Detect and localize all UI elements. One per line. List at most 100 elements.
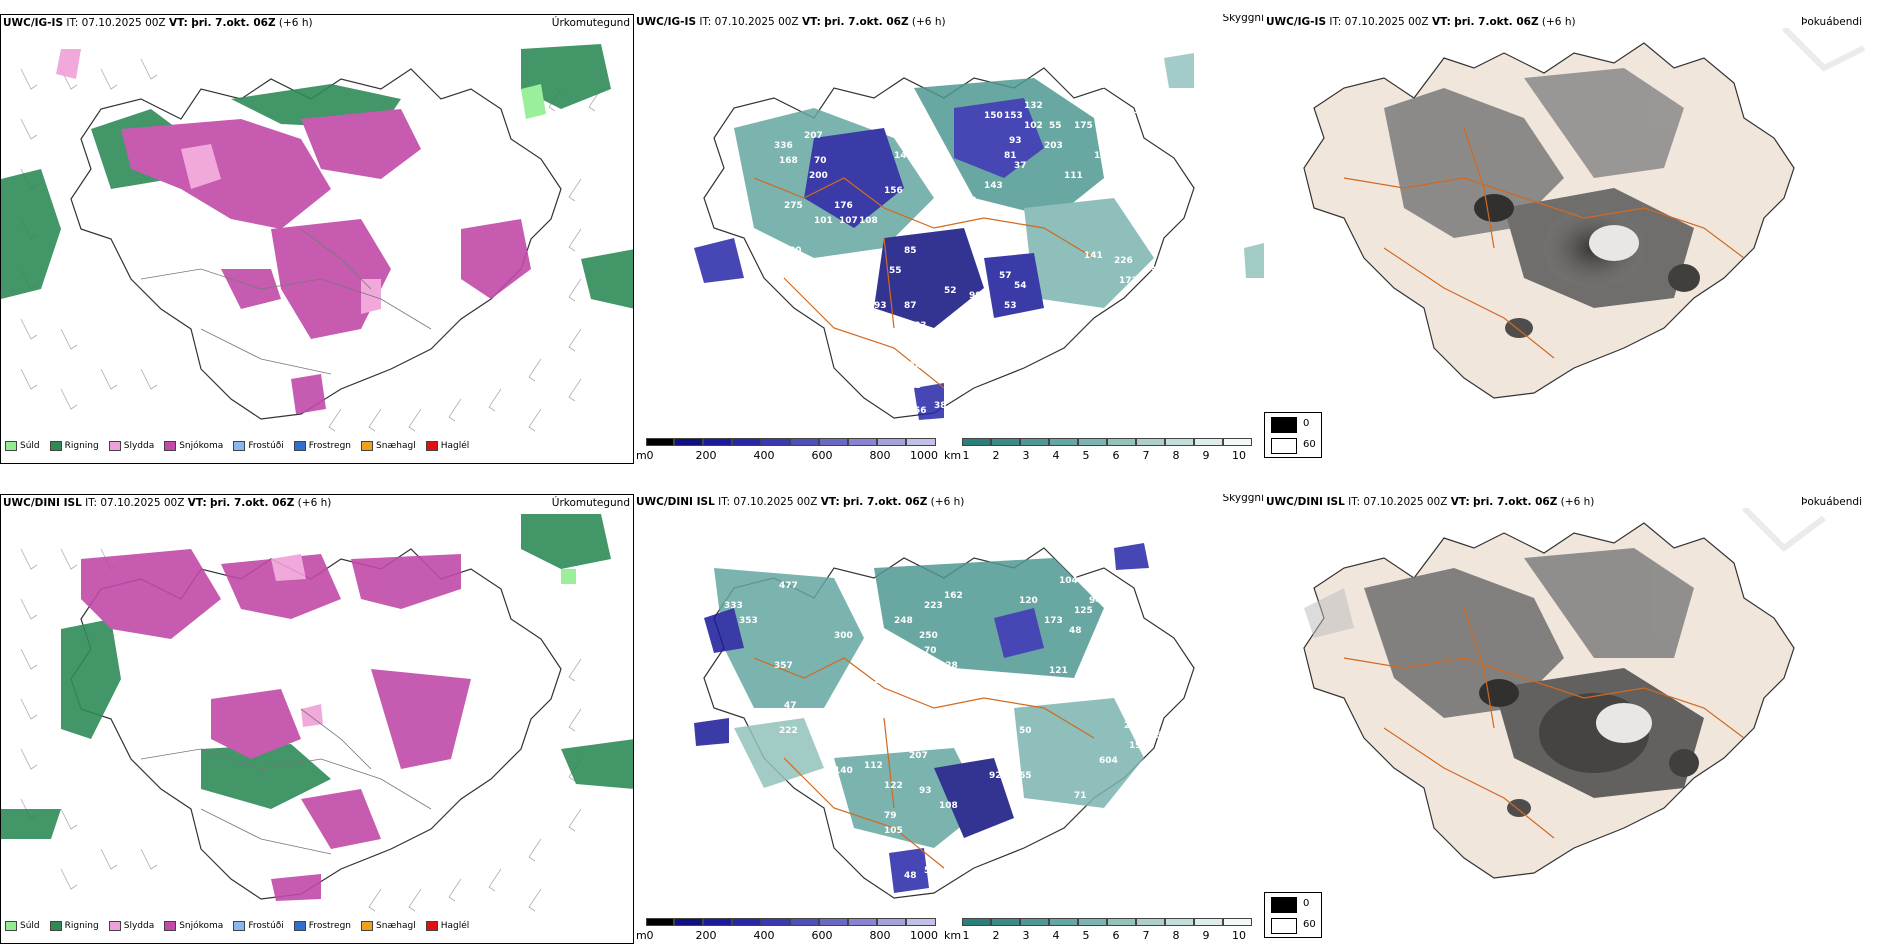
svg-text:168: 168 — [779, 156, 798, 166]
legend-item-hagel: Haglél — [425, 921, 476, 931]
legend-swatch — [293, 441, 306, 451]
svg-text:108: 108 — [939, 801, 958, 811]
svg-text:250: 250 — [919, 631, 938, 641]
colorbar-segment — [761, 918, 790, 926]
svg-text:50: 50 — [1119, 596, 1132, 606]
colorbar-segment — [1194, 918, 1223, 926]
svg-text:62: 62 — [934, 731, 947, 741]
colorbar-segment — [674, 438, 703, 446]
panel-header: UWC/IG-IS IT: 07.10.2025 00Z VT: þri. 7.… — [636, 16, 946, 28]
cloudbase-colorbar: m 0 200 400 600 800 1000 — [636, 438, 938, 462]
legend-item-sul: Súld — [5, 441, 46, 451]
colorbar-segment — [1078, 918, 1107, 926]
svg-text:141: 141 — [894, 151, 913, 161]
svg-text:50: 50 — [1019, 726, 1032, 736]
svg-text:74: 74 — [909, 361, 922, 371]
fog-index-panel-row1: UWC/IG-IS IT: 07.10.2025 00Z VT: þri. 7.… — [1264, 14, 1900, 464]
svg-text:70: 70 — [814, 156, 827, 166]
svg-text:226: 226 — [1114, 256, 1133, 266]
svg-text:50: 50 — [924, 866, 937, 876]
legend-swatch — [425, 921, 438, 931]
colorbar-segment — [819, 918, 848, 926]
fog-index-map — [1303, 28, 1866, 399]
panel-header: UWC/DINI ISL IT: 07.10.2025 00Z VT: þri.… — [636, 496, 965, 508]
colorbar-tick: 1000 — [910, 449, 938, 462]
svg-text:125: 125 — [1074, 606, 1093, 616]
fog-index-panel-row2: UWC/DINI ISL IT: 07.10.2025 00Z VT: þri.… — [1264, 494, 1900, 944]
cloudbase-unit: m — [636, 929, 647, 942]
cloud-visibility-map: 253 196 150 153 132 110 207 336 168 70 200 141 10… — [694, 53, 1264, 420]
legend-item-frostudi: Frostúði — [233, 921, 289, 931]
fog-legend-swatch — [1271, 918, 1297, 934]
colorbar-segment — [790, 438, 819, 446]
colorbar-segment — [732, 918, 761, 926]
legend-swatch — [361, 441, 374, 451]
svg-text:222: 222 — [779, 726, 798, 736]
svg-text:66: 66 — [874, 741, 887, 751]
colorbar-segment — [790, 918, 819, 926]
svg-text:99: 99 — [929, 181, 942, 191]
panel-title: Þokuábendi — [1801, 16, 1862, 28]
svg-text:162: 162 — [944, 591, 963, 601]
svg-text:80: 80 — [789, 246, 802, 256]
legend-item-snjokoma: Snjókoma — [164, 441, 229, 451]
colorbar-segment — [674, 918, 703, 926]
legend-item-slydda: Slydda — [108, 921, 160, 931]
svg-text:107: 107 — [839, 216, 858, 226]
panel-title: Úrkomutegund — [551, 497, 630, 509]
svg-text:101: 101 — [814, 216, 833, 226]
svg-text:604: 604 — [1099, 756, 1118, 766]
svg-text:176: 176 — [834, 201, 853, 211]
svg-text:105: 105 — [884, 826, 903, 836]
svg-text:30: 30 — [1044, 696, 1057, 706]
colorbar-segment — [732, 438, 761, 446]
fog-legend-label: 60 — [1303, 919, 1316, 930]
svg-text:253: 253 — [1064, 81, 1083, 91]
legend-item-rigning: Rigning — [49, 441, 105, 451]
legend-item-snaehagl: Snæhagl — [361, 441, 422, 451]
svg-text:71: 71 — [1074, 791, 1087, 801]
svg-text:87: 87 — [904, 301, 917, 311]
colorbar-segment — [1078, 438, 1107, 446]
svg-text:153: 153 — [1004, 111, 1023, 121]
colorbar-segment — [1049, 918, 1078, 926]
svg-text:163: 163 — [889, 841, 908, 851]
svg-text:71: 71 — [1009, 321, 1022, 331]
svg-text:81: 81 — [1004, 151, 1017, 161]
svg-text:111: 111 — [1064, 171, 1083, 181]
svg-text:52: 52 — [944, 286, 957, 296]
svg-text:333: 333 — [724, 601, 743, 611]
colorbar-segment — [877, 918, 906, 926]
svg-text:477: 477 — [779, 581, 798, 591]
svg-text:173: 173 — [1119, 276, 1138, 286]
colorbar-tick: 0 — [646, 929, 654, 942]
svg-text:104: 104 — [1059, 576, 1078, 586]
colorbar-segment — [1049, 438, 1078, 446]
svg-text:73: 73 — [944, 196, 957, 206]
colorbar-tick: 6 — [1112, 929, 1120, 942]
svg-text:207: 207 — [909, 751, 928, 761]
legend-item-sul: Súld — [5, 921, 46, 931]
panel-title: Úrkomutegund — [551, 17, 630, 29]
cloud-visibility-map: 220 96 104 94 50 125 48 477 333 353 248 223 162 12… — [694, 543, 1195, 899]
colorbar-segment — [991, 438, 1020, 446]
svg-text:121: 121 — [1049, 666, 1068, 676]
colorbar-tick: 2 — [992, 929, 1000, 942]
legend-swatch — [425, 441, 438, 451]
colorbar-tick: 800 — [869, 449, 891, 462]
svg-text:53: 53 — [1004, 301, 1017, 311]
svg-text:128: 128 — [939, 661, 958, 671]
colorbar-segment — [906, 438, 936, 446]
svg-text:60: 60 — [1004, 746, 1017, 756]
svg-text:86: 86 — [1124, 121, 1137, 131]
colorbar-segment — [1107, 438, 1136, 446]
svg-text:102: 102 — [1024, 121, 1043, 131]
svg-text:94: 94 — [1089, 596, 1102, 606]
colorbar-segment — [1020, 918, 1049, 926]
fog-legend-swatch — [1271, 417, 1297, 433]
visibility-colorbar: km 1 2 3 4 5 6 7 8 9 10 — [944, 438, 1254, 462]
fog-legend-label: 0 — [1303, 898, 1310, 909]
colorbar-segment — [646, 918, 674, 926]
colorbar-tick: 4 — [1052, 929, 1060, 942]
colorbar-segment — [877, 438, 906, 446]
